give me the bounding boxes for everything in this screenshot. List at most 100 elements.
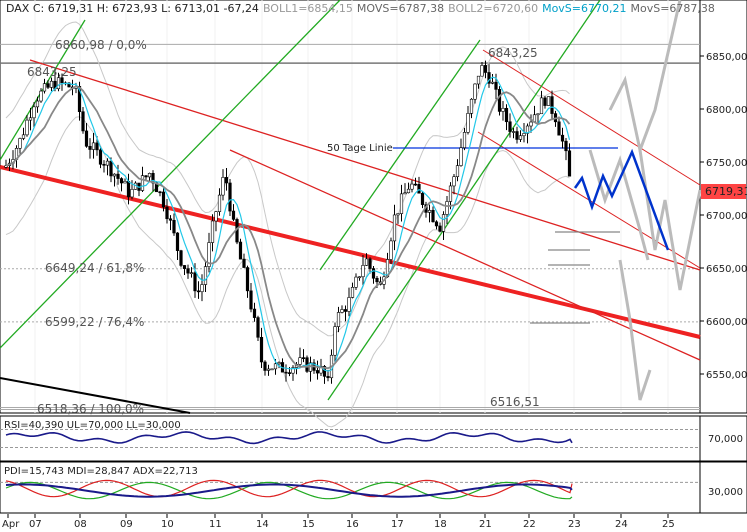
candle-body-34 — [123, 180, 127, 184]
candle-body-145 — [511, 131, 516, 133]
candle-body-23 — [84, 130, 89, 147]
candle-body-62 — [221, 177, 225, 196]
candle-body-4 — [18, 138, 22, 149]
rsi-lines — [0, 429, 700, 448]
candle-body-51 — [182, 265, 187, 269]
candle-body-39 — [140, 175, 145, 191]
adx-lines — [0, 479, 700, 500]
candle-body-113 — [399, 193, 404, 214]
rsi-panel — [0, 415, 701, 462]
green-line-2 — [0, 0, 341, 349]
candle-body-104 — [368, 258, 372, 269]
candle-body-9 — [35, 100, 40, 108]
candle-body-92 — [326, 376, 330, 379]
candle-body-35 — [126, 180, 131, 198]
candle-body-41 — [147, 173, 152, 178]
green-line-3 — [319, 39, 481, 271]
candle-body-89 — [315, 370, 320, 374]
candle-body-8 — [32, 106, 36, 119]
candle-body-161 — [567, 150, 572, 177]
candle-body-52 — [186, 268, 190, 274]
candle-body-84 — [298, 357, 302, 365]
level-label-6843-left: 6843,25 — [27, 65, 77, 79]
candle-body-158 — [557, 121, 561, 136]
candle-body-94 — [333, 326, 337, 356]
candle-body-31 — [112, 173, 117, 177]
candle-body-49 — [175, 232, 180, 251]
candle-body-159 — [560, 134, 565, 142]
x-tick-label-14: 24 — [615, 519, 628, 530]
candle-body-102 — [361, 265, 365, 278]
current-price-marker — [701, 184, 746, 199]
candle-body-28 — [102, 163, 106, 166]
candle-body-82 — [291, 367, 295, 374]
candle-body-72 — [256, 317, 260, 338]
candle-body-124 — [438, 225, 442, 232]
x-tick-label-0: Apr — [2, 519, 20, 530]
ma-cyan — [5, 76, 571, 372]
trend-red-upper — [29, 59, 701, 271]
candle-body-139 — [490, 81, 495, 84]
trend-red-lower — [229, 149, 701, 361]
candle-body-143 — [504, 107, 509, 123]
x-tick-label-8: 16 — [346, 519, 359, 530]
candle-body-123 — [434, 221, 439, 227]
x-axis: Apr 07 08 09 10 11 14 15 16 17 18 21 22 23 24 25 — [2, 514, 675, 530]
level-label-618: 6649,24 / 61,8% — [45, 261, 144, 275]
candle-body-85 — [301, 357, 306, 359]
candle-body-99 — [350, 287, 355, 298]
candle-body-117 — [413, 183, 418, 186]
rsi-label: RSI=40,390 UL=70,000 LL=30,000 — [4, 420, 181, 431]
rsi-line — [5, 431, 573, 445]
rsi-axis-panel — [699, 415, 747, 462]
candle-body-75 — [266, 368, 271, 371]
candle-body-40 — [144, 175, 148, 178]
candle-body-147 — [518, 135, 523, 140]
candle-body-114 — [403, 192, 407, 195]
price-axis-panel — [699, 0, 747, 414]
candle-body-150 — [529, 121, 533, 127]
adx-axis-panel — [699, 461, 747, 514]
candle-body-54 — [193, 272, 197, 292]
candle-body-160 — [564, 140, 568, 152]
x-tick-label-5: 11 — [209, 519, 222, 530]
candle-body-61 — [217, 194, 222, 212]
pdi-line — [5, 481, 573, 500]
candle-body-58 — [207, 242, 211, 267]
y-tick-label-3: 6700,00 — [706, 211, 747, 222]
candle-body-15 — [56, 77, 61, 90]
candle-body-100 — [354, 276, 358, 288]
candle-body-10 — [39, 90, 43, 102]
x-tick-label-7: 15 — [302, 519, 315, 530]
level-label-100: 6518,36 / 100,0% — [37, 402, 144, 416]
forecast-grey-2 — [638, 149, 702, 291]
x-tick-label-1: 07 — [29, 519, 42, 530]
candle-body-80 — [284, 371, 288, 374]
candle-body-138 — [487, 72, 491, 84]
trend-thick-red — [0, 165, 701, 339]
candle-body-24 — [88, 145, 92, 150]
x-tick-label-9: 17 — [391, 519, 404, 530]
x-tick-label-2: 08 — [74, 519, 87, 530]
header-movs3: MovS=6787,38 — [631, 2, 715, 15]
forecast-blue-path — [573, 148, 670, 251]
candle-body-77 — [273, 363, 278, 370]
adx-label: PDI=15,743 MDI=28,847 ADX=22,713 — [4, 466, 198, 477]
candle-body-131 — [462, 132, 467, 149]
header-movs2: MovS=6770,21 — [542, 2, 626, 15]
candle-body-27 — [98, 149, 103, 165]
candle-body-119 — [420, 192, 425, 205]
level-label-764: 6599,22 / 76,4% — [45, 315, 144, 329]
candle-body-5 — [21, 134, 26, 139]
candle-body-154 — [543, 97, 547, 106]
candle-body-146 — [515, 131, 519, 140]
candle-body-128 — [452, 176, 456, 187]
candle-body-130 — [459, 147, 463, 166]
candle-body-144 — [508, 121, 512, 132]
price-axis: 6850,00 6800,00 6750,00 6700,00 6650,00 6600,… — [700, 52, 747, 381]
candle-body-13 — [49, 80, 54, 88]
candle-body-33 — [119, 178, 124, 184]
candle-body-135 — [476, 75, 481, 85]
candle-body-50 — [179, 250, 183, 266]
